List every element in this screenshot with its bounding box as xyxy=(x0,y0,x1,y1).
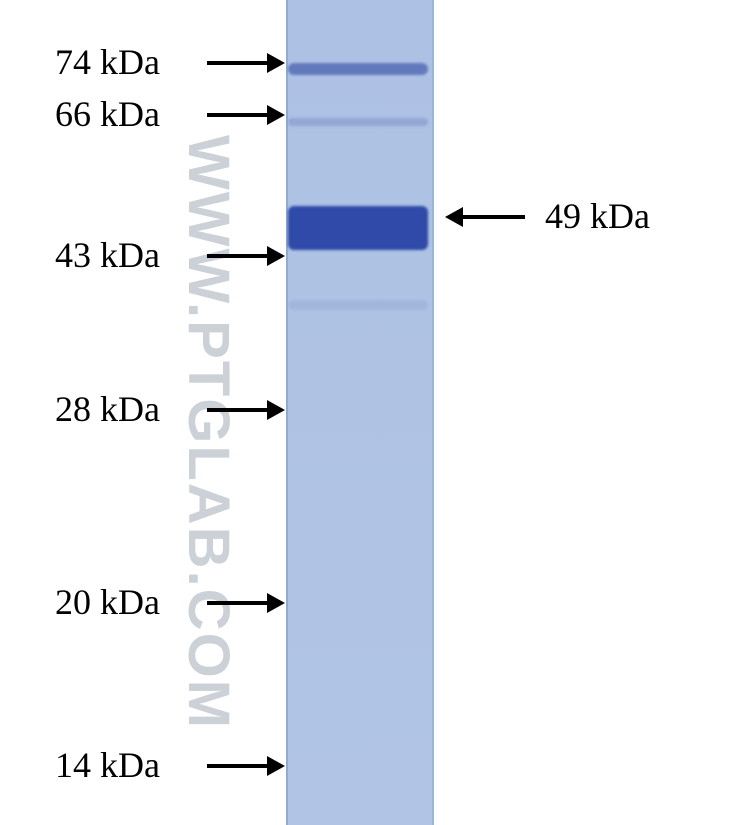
marker-arrow-49kda xyxy=(463,215,525,219)
marker-label-14kda: 14 kDa xyxy=(55,744,160,786)
watermark: WWW.PTGLAB.COM xyxy=(175,135,242,730)
marker-arrow-28kda xyxy=(207,408,267,412)
marker-arrow-74kda xyxy=(207,61,267,65)
band-74k xyxy=(288,63,428,75)
marker-label-66kda: 66 kDa xyxy=(55,93,160,135)
marker-label-28kda: 28 kDa xyxy=(55,388,160,430)
marker-label-74kda: 74 kDa xyxy=(55,41,160,83)
marker-arrow-20kda xyxy=(207,601,267,605)
marker-arrow-66kda xyxy=(207,113,267,117)
band-43k-faint xyxy=(288,300,428,310)
marker-arrow-43kda xyxy=(207,254,267,258)
band-66k xyxy=(288,118,428,126)
gel-figure: WWW.PTGLAB.COM 74 kDa 66 kDa 43 kDa 28 kDa 2… xyxy=(0,0,740,825)
marker-label-43kda: 43 kDa xyxy=(55,234,160,276)
marker-label-49kda: 49 kDa xyxy=(545,195,650,237)
marker-arrow-14kda xyxy=(207,764,267,768)
marker-label-20kda: 20 kDa xyxy=(55,581,160,623)
band-49k-main xyxy=(288,206,428,250)
